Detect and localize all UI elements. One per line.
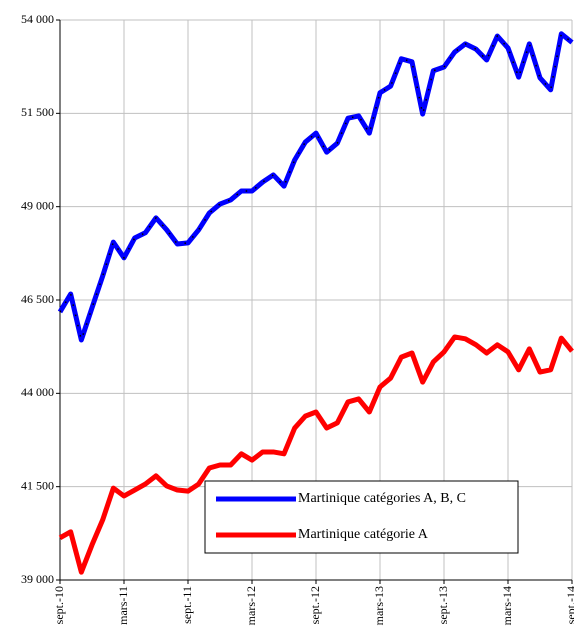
x-tick-label: sept.-12	[308, 586, 322, 624]
y-tick-label: 44 000	[21, 385, 54, 399]
y-tick-label: 41 500	[21, 478, 54, 492]
x-tick-label: mars-13	[372, 586, 386, 625]
x-tick-label: sept.-10	[52, 586, 66, 624]
y-tick-label: 54 000	[21, 12, 54, 26]
y-tick-label: 49 000	[21, 198, 54, 212]
x-tick-label: mars-14	[500, 586, 514, 625]
x-tick-label: sept.-14	[564, 586, 574, 624]
legend-label: Martinique catégorie A	[298, 527, 429, 542]
y-tick-label: 39 000	[21, 572, 54, 586]
x-tick-label: sept.-13	[436, 586, 450, 624]
y-tick-label: 46 500	[21, 292, 54, 306]
x-tick-label: sept.-11	[180, 586, 194, 624]
legend-box	[204, 480, 519, 554]
legend-label: Martinique catégories A, B, C	[298, 491, 466, 506]
series-line	[57, 31, 574, 343]
x-tick-label: mars-11	[116, 586, 130, 625]
x-tick-label: mars-12	[244, 586, 258, 625]
series-line	[58, 334, 574, 575]
y-tick-label: 51 500	[21, 105, 54, 119]
